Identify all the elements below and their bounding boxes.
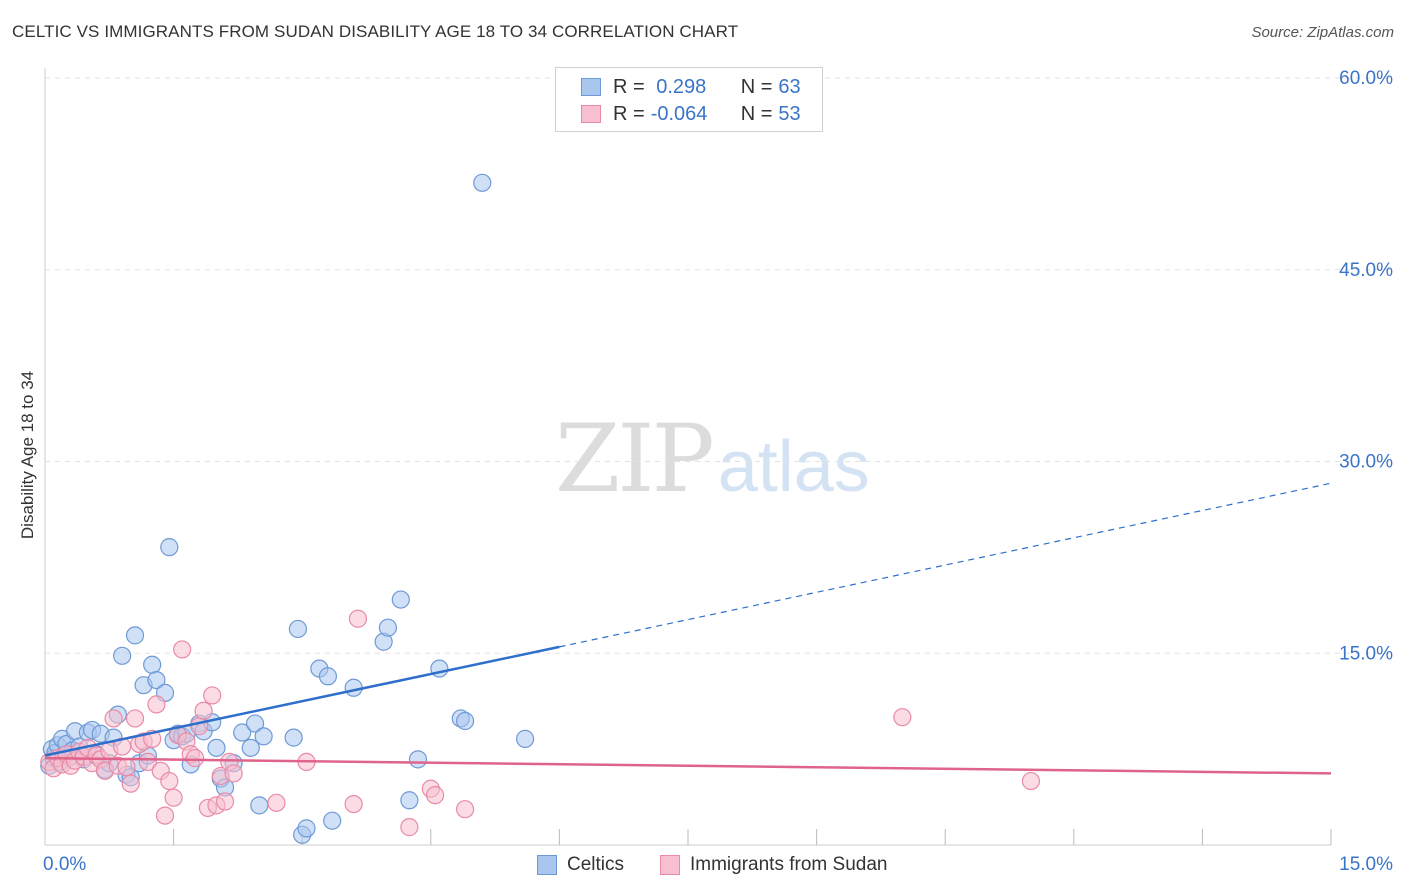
celtics-point — [378, 618, 398, 637]
sudan-point — [893, 708, 912, 727]
r-label: R = — [613, 75, 645, 98]
celtics-point — [284, 728, 303, 747]
sudan-point — [1021, 771, 1041, 791]
chart-title: CELTIC VS IMMIGRANTS FROM SUDAN DISABILI… — [12, 22, 739, 41]
celtics-point — [125, 626, 145, 645]
sudan-point — [104, 709, 123, 728]
sudan-point — [173, 640, 192, 659]
r-label: R = — [613, 102, 645, 125]
source-label: Source: ZipAtlas.com — [1251, 24, 1394, 41]
celtics-trend-line — [44, 645, 560, 757]
sudan-swatch — [581, 105, 601, 123]
sudan-point — [147, 695, 166, 714]
n-label: N = — [740, 102, 773, 125]
celtics-point — [147, 670, 166, 690]
sudan-trend-line — [44, 756, 1332, 775]
n-value: 53 — [778, 102, 801, 125]
celtics-point — [254, 727, 273, 746]
watermark: ZIPatlas — [555, 405, 870, 514]
sudan-legend-swatch — [660, 855, 680, 875]
celtics-point — [400, 791, 419, 810]
celtics-point — [318, 667, 338, 686]
sudan-point — [267, 793, 286, 812]
sudan-point — [155, 806, 175, 825]
sudan-point — [185, 748, 205, 768]
sudan-point — [121, 774, 140, 793]
stats-legend: R = 0.298 N = 63 R = -0.064 N = 53 — [555, 67, 823, 132]
celtics-legend-label: Celtics — [567, 854, 625, 875]
celtics-trend-line-extension — [559, 482, 1332, 648]
celtics-point — [297, 819, 316, 838]
celtics-point — [344, 678, 363, 697]
celtics-point — [250, 796, 269, 815]
celtics-point — [516, 729, 535, 748]
sudan-point — [125, 709, 145, 728]
sudan-point — [190, 717, 209, 736]
sudan-point — [138, 752, 157, 772]
celtics-point — [455, 711, 475, 731]
sudan-point — [203, 686, 222, 705]
celtics-point — [233, 723, 252, 742]
sudan-point — [348, 609, 368, 628]
legend-row-celtics: R = 0.298 N = 63 — [581, 74, 801, 100]
y-axis-label: Disability Age 18 to 34 — [18, 370, 37, 540]
sudan-point — [194, 701, 213, 720]
r-value: 0.298 — [650, 75, 707, 98]
sudan-point — [455, 800, 475, 819]
y-tick-label: 30.0% — [1339, 452, 1393, 473]
bottom-legend-sudan: Immigrants from Sudan — [660, 852, 887, 878]
celtics-point — [323, 811, 342, 830]
celtics-point — [391, 590, 410, 609]
watermark-atlas: atlas — [717, 427, 870, 507]
legend-row-sudan: R = -0.064 N = 53 — [581, 101, 801, 127]
celtics-swatch — [581, 78, 601, 96]
celtics-legend-swatch — [537, 855, 557, 875]
sudan-legend-label: Immigrants from Sudan — [690, 854, 888, 875]
x-tick-label: 15.0% — [1339, 854, 1393, 875]
sudan-point — [160, 771, 179, 791]
sudan-point — [425, 786, 445, 805]
sudan-point — [117, 757, 136, 777]
n-label: N = — [740, 75, 773, 98]
x-tick-label: 0.0% — [43, 854, 86, 875]
celtics-point — [241, 738, 260, 757]
y-tick-label: 60.0% — [1339, 68, 1393, 89]
n-value: 63 — [778, 75, 801, 98]
celtics-point — [143, 655, 162, 674]
celtics-point — [113, 646, 132, 665]
sudan-point — [224, 764, 243, 783]
celtics-point — [160, 538, 179, 557]
y-tick-label: 45.0% — [1339, 260, 1393, 281]
sudan-point — [400, 818, 419, 837]
celtics-point — [473, 173, 492, 192]
watermark-zip: ZIP — [555, 405, 715, 514]
y-tick-label: 15.0% — [1339, 643, 1393, 664]
sudan-point — [164, 788, 183, 807]
bottom-legend-celtics: Celtics — [537, 852, 624, 878]
sudan-point — [344, 794, 363, 814]
r-value: -0.064 — [650, 102, 708, 125]
celtics-point — [288, 619, 308, 639]
sudan-point — [215, 792, 235, 811]
celtics-point — [245, 714, 265, 733]
celtics-point — [408, 750, 428, 769]
celtics-point — [207, 738, 226, 757]
